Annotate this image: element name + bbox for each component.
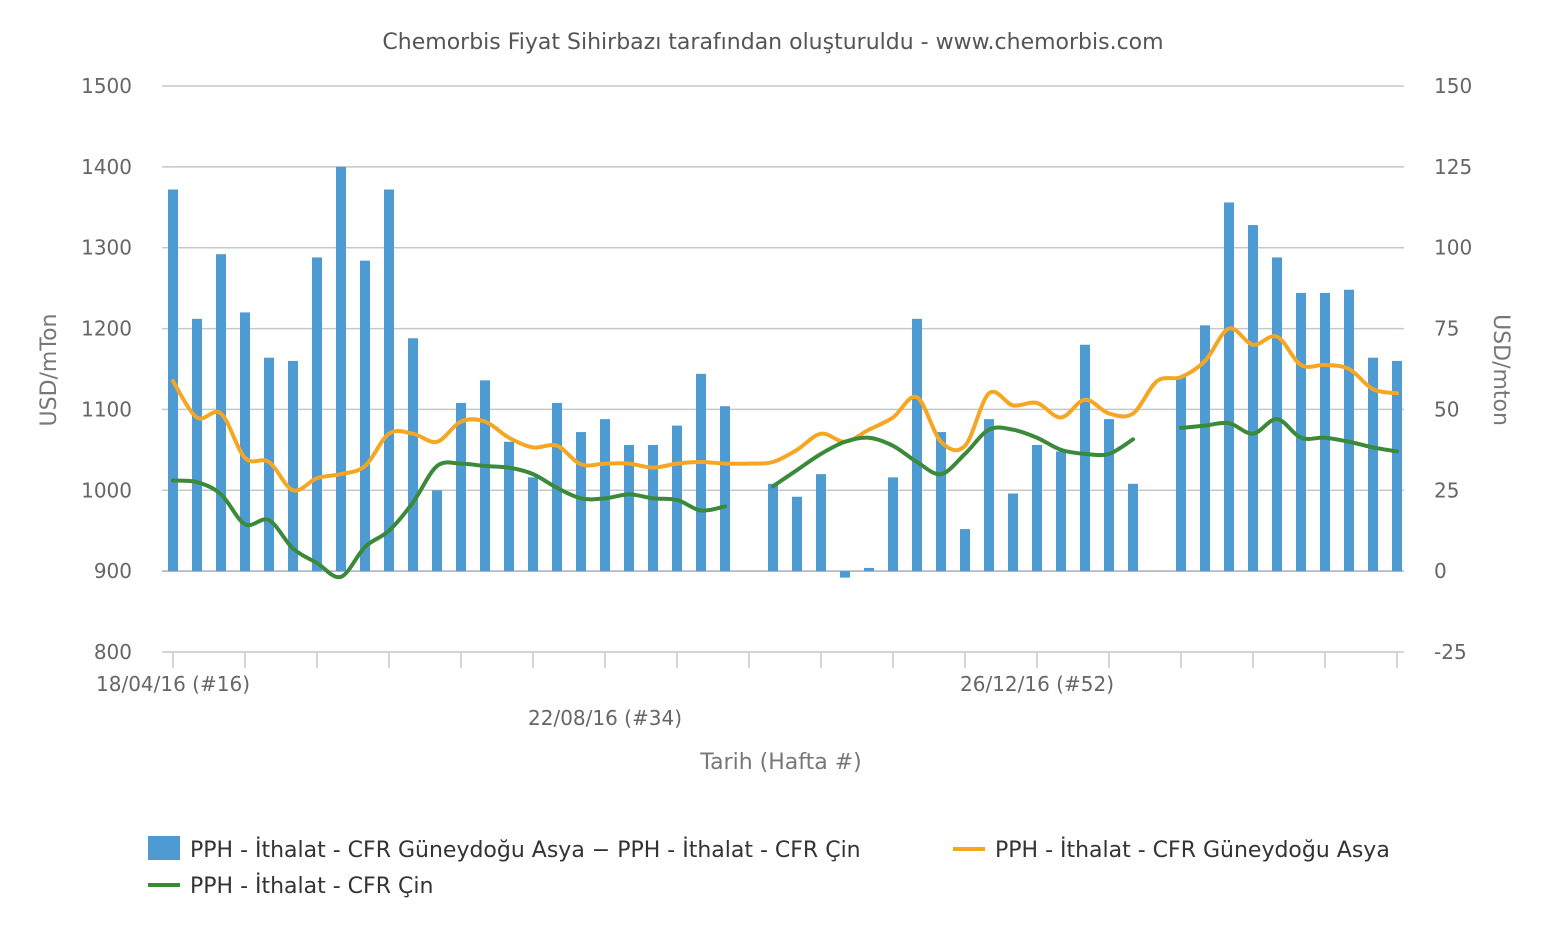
y-right-tick-label: 125 bbox=[1434, 155, 1472, 179]
bar bbox=[648, 445, 658, 572]
bar bbox=[1200, 325, 1210, 572]
y-right-tick-label: 25 bbox=[1434, 478, 1459, 502]
bar bbox=[696, 373, 706, 572]
bar bbox=[336, 166, 346, 572]
legend-bar-label: PPH - İthalat - CFR Güneydoğu Asya − PPH… bbox=[190, 837, 861, 863]
y-left-tick-label: 800 bbox=[94, 640, 132, 664]
bar bbox=[912, 318, 922, 572]
bar bbox=[1128, 483, 1138, 572]
bar bbox=[960, 529, 970, 572]
bar bbox=[408, 338, 418, 572]
bar bbox=[1032, 445, 1042, 572]
y-right-tick-label: 100 bbox=[1434, 236, 1472, 260]
y-axis-right-title: USD/mton bbox=[1488, 314, 1513, 426]
bar bbox=[984, 419, 994, 572]
x-tick-label: 26/12/16 (#52) bbox=[960, 672, 1114, 696]
line-layer bbox=[171, 326, 1399, 580]
legend-orange-label: PPH - İthalat - CFR Güneydoğu Asya bbox=[995, 837, 1390, 863]
x-tick-label: 22/08/16 (#34) bbox=[528, 706, 682, 730]
bar bbox=[1344, 289, 1354, 572]
bar bbox=[288, 360, 298, 572]
bar bbox=[1296, 292, 1306, 572]
y-left-tick-label: 1200 bbox=[81, 317, 132, 341]
bar bbox=[792, 496, 802, 572]
legend-bar-swatch bbox=[148, 836, 180, 860]
series-line bbox=[171, 460, 727, 580]
bar bbox=[840, 571, 850, 578]
legend: PPH - İthalat - CFR Güneydoğu Asya − PPH… bbox=[148, 836, 1390, 899]
y-right-tick-label: 150 bbox=[1434, 74, 1472, 98]
y-left-tick-label: 1300 bbox=[81, 236, 132, 260]
chart-title: Chemorbis Fiyat Sihirbazı tarafından olu… bbox=[382, 30, 1163, 55]
series-line bbox=[771, 425, 1135, 489]
y-left-tick-label: 1100 bbox=[81, 397, 132, 421]
bar bbox=[1248, 225, 1258, 572]
bar bbox=[1320, 292, 1330, 572]
bar bbox=[1080, 344, 1090, 572]
x-axis-title: Tarih (Hafta #) bbox=[699, 750, 861, 775]
y-left-tick-label: 1500 bbox=[81, 74, 132, 98]
bar bbox=[1176, 377, 1186, 572]
bar bbox=[864, 567, 874, 572]
bar bbox=[240, 312, 250, 572]
bar bbox=[1056, 451, 1066, 572]
bar bbox=[888, 477, 898, 572]
bar bbox=[816, 474, 826, 572]
y-left-tick-label: 900 bbox=[94, 559, 132, 583]
series-line bbox=[1179, 417, 1399, 454]
y-left-tick-label: 1400 bbox=[81, 155, 132, 179]
y-left-tick-label: 1000 bbox=[81, 478, 132, 502]
bar bbox=[192, 318, 202, 572]
series-line bbox=[171, 326, 1399, 493]
legend-green-label: PPH - İthalat - CFR Çin bbox=[190, 873, 433, 899]
bar bbox=[768, 483, 778, 572]
bar bbox=[936, 432, 946, 572]
y-right-tick-label: 75 bbox=[1434, 317, 1459, 341]
y-axis-left-title: USD/mTon bbox=[37, 314, 62, 427]
bar-layer bbox=[168, 166, 1402, 578]
bar bbox=[1224, 202, 1234, 572]
y-right-tick-label: -25 bbox=[1434, 640, 1467, 664]
bar bbox=[1008, 493, 1018, 572]
bar bbox=[1104, 419, 1114, 572]
bar bbox=[1368, 357, 1378, 572]
bar bbox=[1392, 360, 1402, 572]
y-right-tick-label: 0 bbox=[1434, 559, 1447, 583]
y-right-tick-label: 50 bbox=[1434, 397, 1459, 421]
bar bbox=[480, 380, 490, 572]
bar bbox=[600, 419, 610, 572]
x-tick-label: 18/04/16 (#16) bbox=[96, 672, 250, 696]
bar bbox=[528, 477, 538, 572]
bar bbox=[456, 402, 466, 572]
bar bbox=[360, 260, 370, 572]
bar bbox=[312, 257, 322, 572]
axis-layer: 800 -25 900 0 1000 25 1100 50 1200 75 1300 100 1400 1… bbox=[81, 74, 1472, 730]
bar bbox=[624, 445, 634, 572]
bar bbox=[1272, 257, 1282, 572]
bar bbox=[384, 189, 394, 572]
bar bbox=[504, 441, 514, 572]
bar bbox=[720, 406, 730, 572]
bar bbox=[432, 490, 442, 572]
bar bbox=[576, 432, 586, 572]
